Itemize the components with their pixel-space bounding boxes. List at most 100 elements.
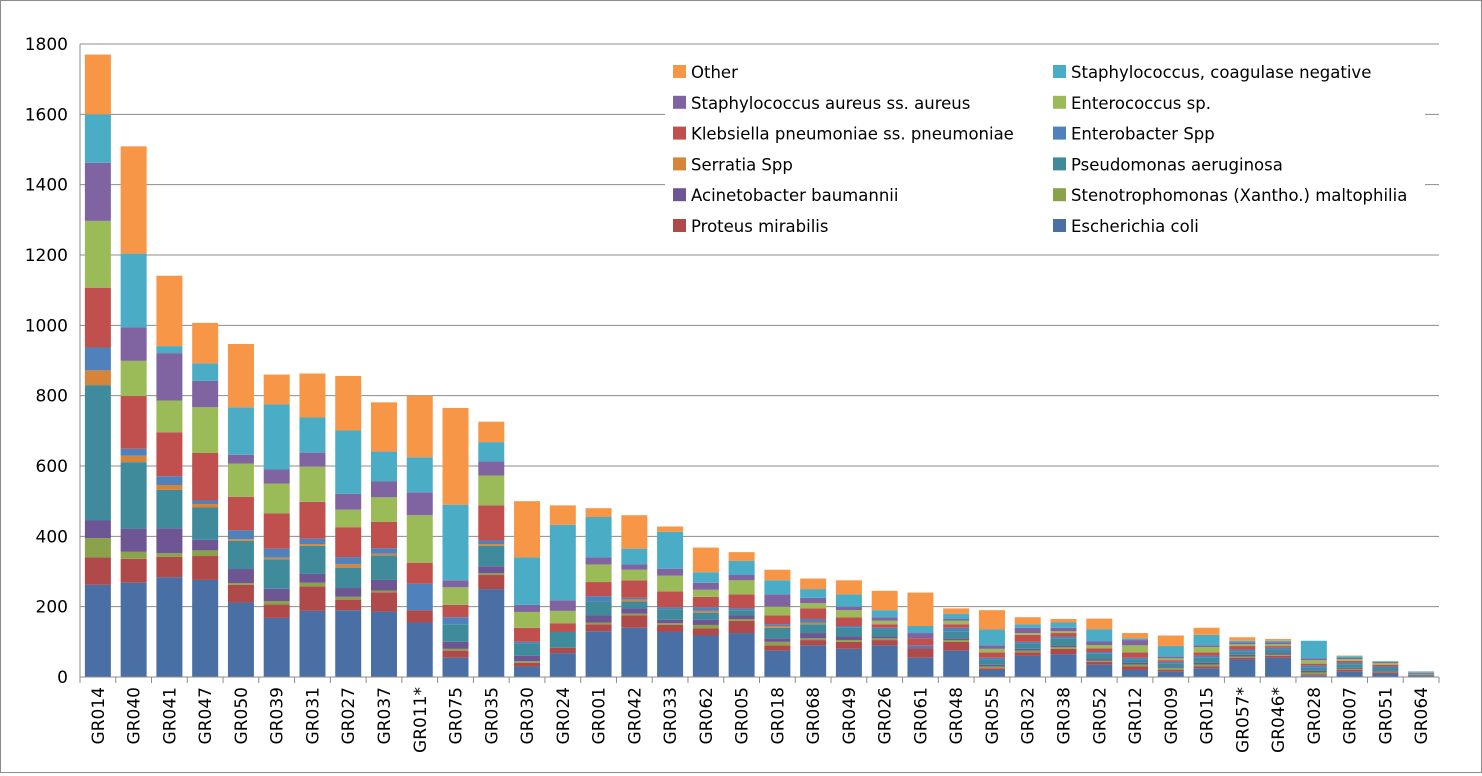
bar-segment (371, 612, 397, 677)
bar-segment (1158, 662, 1184, 664)
y-tick-label: 800 (36, 387, 68, 407)
legend-item: Serratia Spp (673, 155, 793, 174)
bar-segment (264, 605, 290, 618)
bar-segment (1337, 669, 1363, 670)
bar-segment (156, 432, 182, 476)
bar-segment (693, 613, 719, 620)
bar-segment (1372, 673, 1398, 677)
bar-segment (1265, 653, 1291, 655)
bar-stack-gr040 (121, 146, 147, 677)
legend-label: Stenotrophomonas (Xantho.) maltophilia (1071, 186, 1407, 205)
legend-item: Klebsiella pneumoniae ss. pneumoniae (673, 125, 1014, 144)
bar-segment (121, 583, 147, 677)
bar-segment (1122, 652, 1148, 657)
x-tick-label: GR009 (1162, 687, 1182, 744)
bar-segment (1050, 628, 1076, 632)
bar-segment (979, 666, 1005, 668)
bar-segment (836, 628, 862, 637)
bar-segment (586, 624, 612, 631)
bar-segment (621, 564, 647, 569)
bar-stack-gr075 (443, 408, 469, 677)
bar-segment (478, 475, 504, 505)
bar-segment (264, 589, 290, 601)
bar-segment (550, 611, 576, 623)
bar-segment (872, 638, 898, 640)
bar-segment (764, 580, 790, 594)
bar-segment (1372, 668, 1398, 672)
bar-segment (657, 609, 683, 620)
bar-stack-gr032 (1015, 617, 1041, 677)
bar-segment (1122, 645, 1148, 652)
legend-swatch (673, 188, 686, 201)
bar-segment (729, 575, 755, 580)
bar-segment (478, 505, 504, 540)
bar-segment (586, 615, 612, 622)
x-tick-label: GR075 (447, 687, 467, 744)
bar-segment (335, 376, 361, 431)
bar-segment (800, 579, 826, 590)
bar-segment (407, 515, 433, 562)
bar-segment (907, 626, 933, 633)
bar-segment (979, 665, 1005, 667)
bar-segment (729, 619, 755, 621)
bar-segment (1158, 664, 1184, 668)
bar-segment (943, 638, 969, 640)
x-tick-label: GR011* (411, 687, 431, 753)
bar-segment (1301, 665, 1327, 667)
bar-segment (264, 375, 290, 405)
bar-segment (1265, 643, 1291, 645)
bar-segment (443, 649, 469, 651)
bar-segment (657, 569, 683, 576)
bar-segment (943, 640, 969, 642)
bar-segment (228, 585, 254, 603)
y-tick-label: 1600 (25, 105, 68, 125)
bar-segment (1337, 672, 1363, 677)
bar-segment (228, 530, 254, 539)
bar-segment (192, 550, 218, 556)
legend-item: Staphylococcus aureus ss. aureus (673, 94, 970, 113)
bar-segment (1301, 641, 1327, 659)
bar-segment (192, 453, 218, 500)
legend-label: Staphylococcus aureus ss. aureus (691, 94, 970, 113)
bar-segment (800, 589, 826, 598)
bar-segment (550, 600, 576, 611)
bar-segment (228, 602, 254, 677)
bar-segment (371, 522, 397, 548)
bar-segment (443, 605, 469, 617)
bar-segment (228, 569, 254, 583)
bar-segment (1372, 666, 1398, 667)
bar-segment (156, 529, 182, 554)
bar-segment (443, 580, 469, 587)
bar-segment (979, 652, 1005, 657)
bar-segment (121, 146, 147, 253)
legend-label: Klebsiella pneumoniae ss. pneumoniae (691, 125, 1014, 144)
bar-segment (407, 396, 433, 458)
bar-segment (121, 456, 147, 462)
x-tick-label: GR030 (518, 687, 538, 744)
legend-swatch (673, 157, 686, 170)
bar-segment (729, 615, 755, 619)
legend-item: Pseudomonas aeruginosa (1053, 155, 1283, 174)
bar-segment (657, 623, 683, 625)
bar-segment (729, 633, 755, 677)
bar-segment (1194, 668, 1220, 677)
bar-segment (1015, 635, 1041, 642)
bar-segment (1194, 645, 1220, 647)
bar-segment (192, 323, 218, 363)
bar-segment (299, 374, 325, 418)
bar-segment (1337, 670, 1363, 672)
bar-segment (335, 527, 361, 557)
bar-segment (586, 564, 612, 582)
bar-segment (1337, 668, 1363, 669)
x-tick-label: GR068 (804, 687, 824, 744)
x-tick-label: GR050 (232, 687, 252, 744)
bar-segment (443, 624, 469, 642)
bar-segment (192, 580, 218, 677)
bar-stack-gr041 (156, 276, 182, 677)
bar-segment (1086, 665, 1112, 677)
bar-segment (85, 55, 111, 115)
bar-segment (228, 464, 254, 497)
x-tick-label: GR055 (983, 687, 1003, 744)
bar-stack-gr037 (371, 402, 397, 677)
